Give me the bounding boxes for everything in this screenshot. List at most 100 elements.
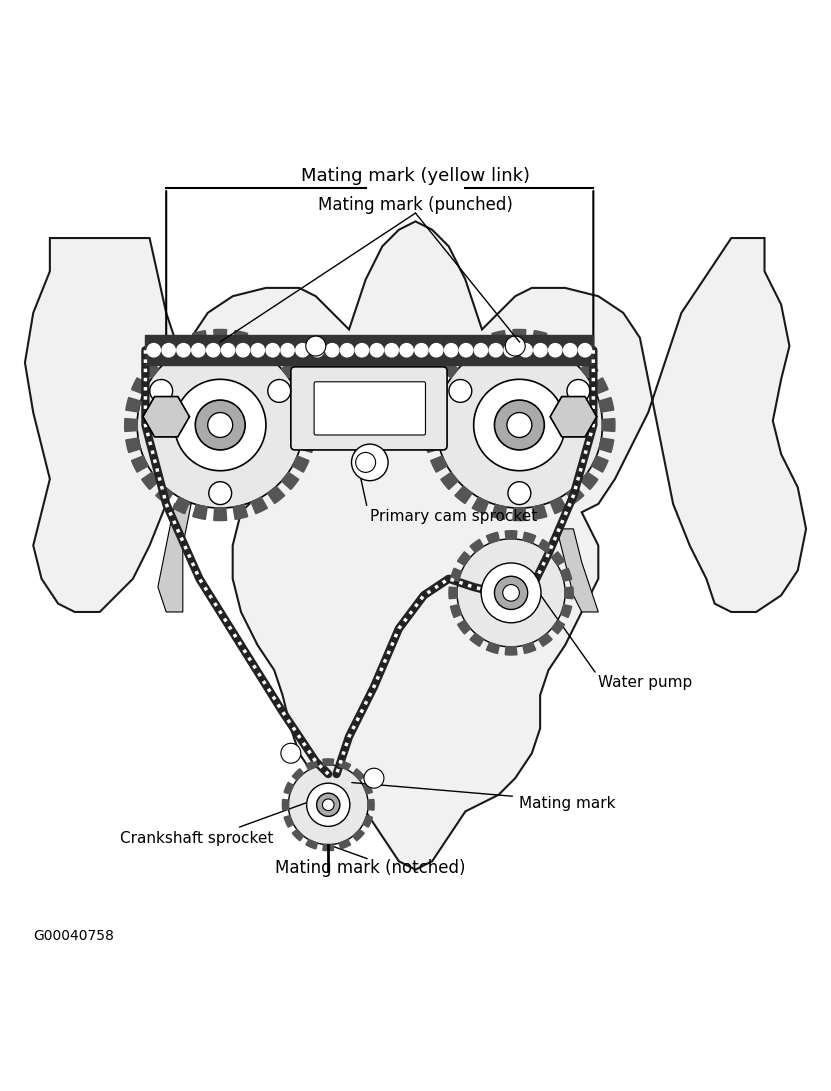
FancyBboxPatch shape xyxy=(314,382,425,435)
Polygon shape xyxy=(125,397,140,412)
Polygon shape xyxy=(450,568,461,582)
Polygon shape xyxy=(173,497,189,514)
Polygon shape xyxy=(339,760,351,770)
Polygon shape xyxy=(300,397,315,412)
Polygon shape xyxy=(25,221,806,870)
Polygon shape xyxy=(368,800,374,811)
Polygon shape xyxy=(561,568,572,582)
Circle shape xyxy=(288,765,368,844)
Circle shape xyxy=(475,344,488,357)
Polygon shape xyxy=(557,529,598,612)
Polygon shape xyxy=(141,472,159,490)
Circle shape xyxy=(352,444,388,481)
Polygon shape xyxy=(251,497,268,514)
Polygon shape xyxy=(323,759,333,765)
Polygon shape xyxy=(552,552,564,565)
Circle shape xyxy=(460,344,473,357)
Polygon shape xyxy=(284,782,293,794)
Polygon shape xyxy=(567,347,584,363)
Polygon shape xyxy=(158,504,191,612)
Polygon shape xyxy=(353,769,364,780)
Polygon shape xyxy=(533,505,547,519)
Polygon shape xyxy=(193,505,207,519)
Polygon shape xyxy=(284,816,293,827)
Text: Mating mark (punched): Mating mark (punched) xyxy=(318,195,513,214)
Circle shape xyxy=(326,344,339,357)
Circle shape xyxy=(356,453,376,472)
Polygon shape xyxy=(293,377,309,394)
Polygon shape xyxy=(592,377,608,394)
Circle shape xyxy=(221,344,234,357)
Polygon shape xyxy=(141,360,159,377)
Text: Mating mark (notched): Mating mark (notched) xyxy=(274,859,465,877)
Circle shape xyxy=(578,344,592,357)
Polygon shape xyxy=(234,505,248,519)
Polygon shape xyxy=(505,530,517,539)
Text: G00040758: G00040758 xyxy=(33,930,114,943)
Polygon shape xyxy=(323,844,333,851)
Polygon shape xyxy=(339,840,351,849)
Polygon shape xyxy=(283,800,288,811)
Circle shape xyxy=(296,344,309,357)
Text: Water pump: Water pump xyxy=(598,675,692,691)
Circle shape xyxy=(307,783,350,826)
Polygon shape xyxy=(293,829,303,841)
Text: Mating mark (yellow link): Mating mark (yellow link) xyxy=(301,167,530,184)
Polygon shape xyxy=(599,437,614,453)
Polygon shape xyxy=(430,456,447,472)
Circle shape xyxy=(177,344,190,357)
Circle shape xyxy=(162,344,175,357)
Polygon shape xyxy=(155,487,173,504)
Circle shape xyxy=(236,344,249,357)
Polygon shape xyxy=(353,829,364,841)
Circle shape xyxy=(311,344,324,357)
Polygon shape xyxy=(550,497,567,514)
Circle shape xyxy=(268,380,291,403)
Circle shape xyxy=(507,412,532,437)
Polygon shape xyxy=(363,816,372,827)
Polygon shape xyxy=(306,840,317,849)
Polygon shape xyxy=(300,437,315,453)
Circle shape xyxy=(137,341,303,508)
Polygon shape xyxy=(470,634,484,646)
Circle shape xyxy=(489,344,503,357)
Polygon shape xyxy=(458,552,470,565)
Polygon shape xyxy=(486,532,499,543)
Circle shape xyxy=(207,344,220,357)
Text: Mating mark: Mating mark xyxy=(519,795,616,811)
Polygon shape xyxy=(523,532,536,543)
Polygon shape xyxy=(173,336,189,352)
Circle shape xyxy=(430,344,443,357)
Circle shape xyxy=(195,400,245,449)
Circle shape xyxy=(281,344,294,357)
Polygon shape xyxy=(581,360,598,377)
Polygon shape xyxy=(306,760,317,770)
Circle shape xyxy=(436,341,602,508)
Polygon shape xyxy=(592,456,608,472)
Polygon shape xyxy=(440,360,458,377)
Polygon shape xyxy=(602,419,615,431)
Text: Primary cam sprocket: Primary cam sprocket xyxy=(370,508,537,524)
Circle shape xyxy=(251,344,264,357)
Polygon shape xyxy=(581,472,598,490)
Polygon shape xyxy=(565,587,573,599)
Circle shape xyxy=(548,344,562,357)
Circle shape xyxy=(209,482,232,504)
Circle shape xyxy=(208,412,233,437)
Polygon shape xyxy=(550,336,567,352)
Polygon shape xyxy=(268,347,285,363)
Polygon shape xyxy=(492,505,506,519)
Polygon shape xyxy=(567,487,584,504)
Polygon shape xyxy=(505,647,517,655)
Polygon shape xyxy=(538,539,552,552)
Polygon shape xyxy=(449,587,457,599)
Circle shape xyxy=(370,344,383,357)
Polygon shape xyxy=(125,419,137,431)
Polygon shape xyxy=(155,347,173,363)
Polygon shape xyxy=(282,360,299,377)
Polygon shape xyxy=(486,643,499,654)
Polygon shape xyxy=(143,396,189,436)
Circle shape xyxy=(534,344,547,357)
Polygon shape xyxy=(513,329,526,343)
Circle shape xyxy=(281,743,301,764)
